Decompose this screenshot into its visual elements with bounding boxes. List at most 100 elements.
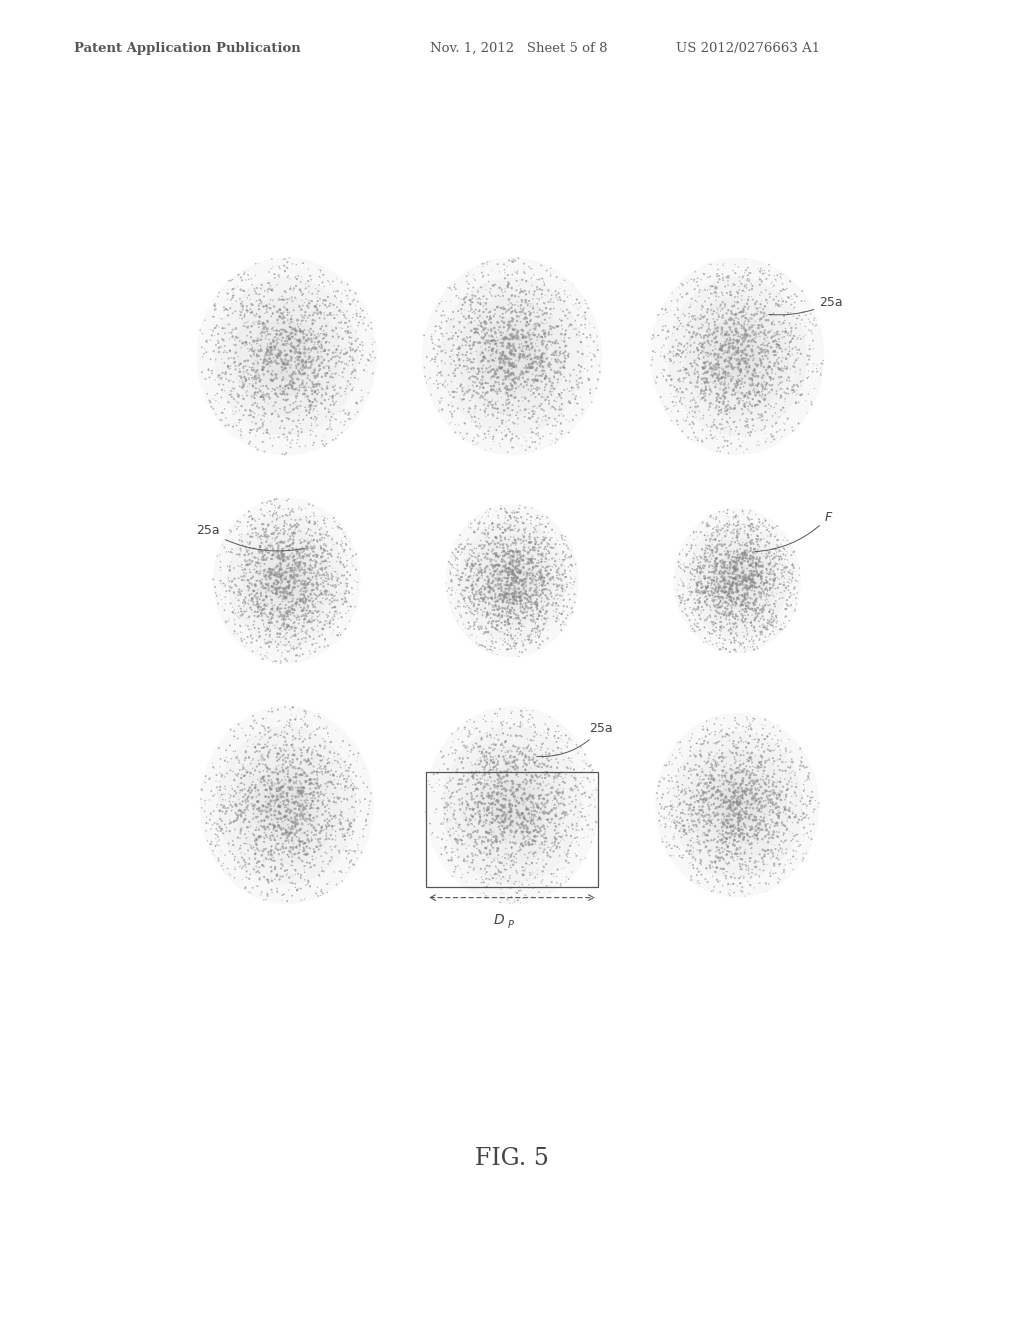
- Point: [647, 371, 664, 392]
- Point: [562, 554, 579, 576]
- Point: [676, 820, 692, 841]
- Point: [526, 432, 543, 453]
- Point: [304, 392, 321, 413]
- Point: [548, 763, 564, 784]
- Point: [550, 766, 566, 787]
- Point: [515, 298, 531, 319]
- Point: [470, 754, 486, 775]
- Point: [299, 531, 315, 552]
- Point: [777, 549, 794, 570]
- Point: [466, 585, 482, 606]
- Point: [725, 846, 741, 867]
- Point: [746, 599, 763, 620]
- Point: [462, 809, 478, 830]
- Point: [276, 512, 293, 533]
- Point: [776, 816, 793, 837]
- Point: [262, 719, 279, 741]
- Point: [549, 758, 565, 779]
- Point: [207, 577, 223, 598]
- Point: [499, 713, 515, 734]
- Point: [477, 622, 494, 643]
- Point: [464, 554, 480, 576]
- Point: [723, 399, 739, 420]
- Point: [299, 838, 315, 859]
- Point: [284, 598, 300, 619]
- Point: [494, 412, 510, 433]
- Point: [238, 550, 254, 572]
- Point: [244, 515, 260, 536]
- Point: [494, 805, 510, 826]
- Point: [769, 541, 785, 562]
- Point: [500, 360, 516, 381]
- Point: [305, 628, 322, 649]
- Point: [257, 754, 273, 775]
- Point: [303, 797, 319, 818]
- Point: [516, 783, 532, 804]
- Point: [222, 735, 239, 756]
- Point: [336, 541, 352, 562]
- Point: [479, 574, 496, 595]
- Point: [591, 355, 607, 376]
- Point: [237, 305, 253, 326]
- Point: [507, 822, 523, 843]
- Point: [443, 371, 460, 392]
- Point: [548, 585, 564, 606]
- Point: [719, 520, 735, 541]
- Point: [520, 834, 537, 855]
- Point: [237, 833, 253, 854]
- Point: [693, 561, 710, 582]
- Point: [699, 583, 716, 605]
- Point: [272, 558, 289, 579]
- Point: [551, 721, 567, 742]
- Point: [523, 348, 540, 370]
- Point: [761, 253, 777, 275]
- Point: [463, 297, 479, 318]
- Point: [665, 809, 681, 830]
- Point: [525, 422, 542, 444]
- Point: [699, 351, 716, 372]
- Point: [718, 325, 734, 346]
- Point: [281, 767, 297, 788]
- Point: [312, 762, 329, 783]
- Point: [507, 502, 523, 523]
- Point: [527, 556, 544, 577]
- Point: [466, 520, 482, 541]
- Point: [764, 812, 780, 833]
- Point: [263, 857, 280, 878]
- Point: [764, 842, 780, 863]
- Point: [765, 276, 781, 297]
- Point: [292, 832, 308, 853]
- Point: [778, 598, 795, 619]
- Point: [673, 593, 689, 614]
- Point: [697, 389, 714, 411]
- Point: [284, 537, 300, 558]
- Point: [555, 578, 571, 599]
- Point: [731, 574, 748, 595]
- Point: [494, 622, 510, 643]
- Point: [690, 832, 707, 853]
- Point: [512, 817, 528, 838]
- Point: [442, 593, 459, 614]
- Point: [727, 337, 743, 358]
- Point: [739, 591, 756, 612]
- Point: [276, 727, 293, 748]
- Point: [256, 715, 272, 737]
- Point: [723, 579, 739, 601]
- Point: [532, 347, 549, 368]
- Point: [252, 289, 268, 310]
- Point: [457, 300, 473, 321]
- Point: [269, 346, 286, 367]
- Point: [710, 345, 726, 366]
- Point: [570, 372, 587, 393]
- Point: [472, 768, 488, 789]
- Point: [705, 572, 721, 593]
- Point: [309, 298, 326, 319]
- Point: [331, 312, 347, 333]
- Point: [705, 585, 721, 606]
- Point: [269, 780, 286, 801]
- Point: [755, 260, 771, 281]
- Point: [762, 549, 778, 570]
- Point: [262, 289, 279, 310]
- Point: [351, 828, 368, 849]
- Point: [748, 850, 764, 871]
